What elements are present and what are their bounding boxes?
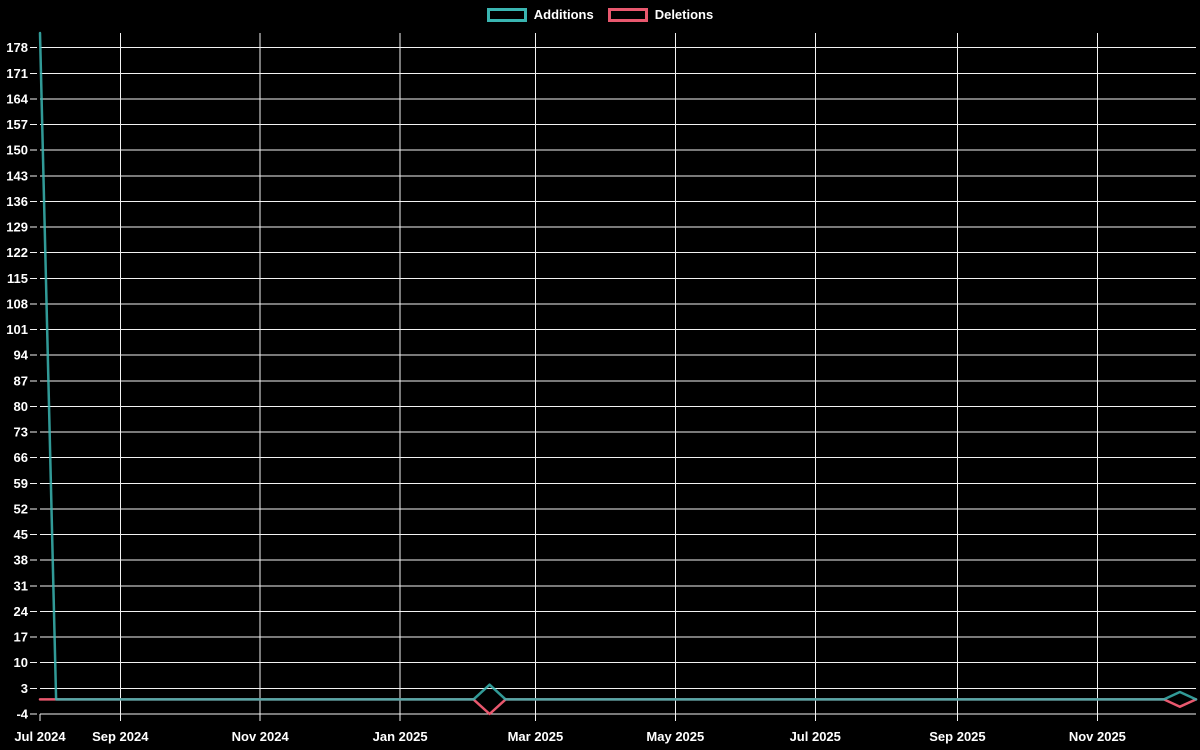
y-axis-tick-label: 31 — [14, 578, 28, 593]
y-axis-tick-label: 150 — [6, 143, 28, 158]
y-axis-tick-label: 24 — [14, 604, 29, 619]
y-axis-tick-label: 66 — [14, 450, 28, 465]
y-axis-tick-label: 3 — [21, 681, 28, 696]
legend-item-additions[interactable]: Additions — [486, 7, 594, 22]
y-axis-tick-label: 143 — [6, 168, 28, 183]
axis-labels: 178 171 164 157 150 143 136 129 122 115 108 101 94 87… — [6, 40, 1126, 744]
x-axis-tick-label: Jul 2025 — [790, 729, 841, 744]
x-axis-tick-label: May 2025 — [646, 729, 704, 744]
y-axis-tick-label: 178 — [6, 40, 28, 55]
y-axis-tick-label: 122 — [6, 245, 28, 260]
additions-legend-swatch-icon — [486, 7, 527, 22]
y-axis-tick-label: 94 — [14, 348, 29, 363]
legend-label-deletions: Deletions — [654, 7, 714, 22]
x-axis-tick-label: Jul 2024 — [14, 729, 66, 744]
legend-label-additions: Additions — [533, 7, 594, 22]
y-axis-tick-label: 80 — [14, 399, 28, 414]
legend-item-deletions[interactable]: Deletions — [607, 7, 714, 22]
y-axis-tick-label: 164 — [6, 91, 28, 106]
x-axis-tick-label: Sep 2025 — [929, 729, 985, 744]
series-line-additions[interactable] — [38, 31, 1198, 701]
y-axis-tick-label: 52 — [14, 501, 28, 516]
y-axis-tick-label: 59 — [14, 476, 28, 491]
y-axis-tick-label: 136 — [6, 194, 28, 209]
y-axis-tick-label: 45 — [14, 527, 28, 542]
x-axis-tick-label: Sep 2024 — [92, 729, 149, 744]
x-axis-tick-label: Jan 2025 — [373, 729, 428, 744]
y-axis-tick-label: 17 — [14, 630, 28, 645]
x-axis-tick-label: Nov 2024 — [232, 729, 290, 744]
y-axis-tick-label: 115 — [7, 271, 28, 286]
y-axis-tick-label: 73 — [14, 425, 28, 440]
y-axis-tick-label: 129 — [6, 220, 28, 235]
gridlines — [30, 33, 1196, 721]
y-axis-tick-label: -4 — [16, 707, 28, 722]
y-axis-tick-label: 171 — [6, 66, 28, 81]
x-axis-tick-label: Mar 2025 — [508, 729, 564, 744]
y-axis-tick-label: 157 — [6, 117, 28, 132]
series-line-deletions[interactable] — [38, 698, 1198, 716]
deletions-legend-swatch-icon — [607, 7, 648, 22]
y-axis-tick-label: 87 — [14, 373, 28, 388]
x-axis-tick-label: Nov 2025 — [1069, 729, 1126, 744]
chart-legend: Additions Deletions — [0, 7, 1200, 22]
y-axis-tick-label: 38 — [14, 553, 28, 568]
y-axis-tick-label: 10 — [14, 655, 28, 670]
y-axis-tick-label: 101 — [6, 322, 28, 337]
y-axis-tick-label: 108 — [6, 296, 28, 311]
